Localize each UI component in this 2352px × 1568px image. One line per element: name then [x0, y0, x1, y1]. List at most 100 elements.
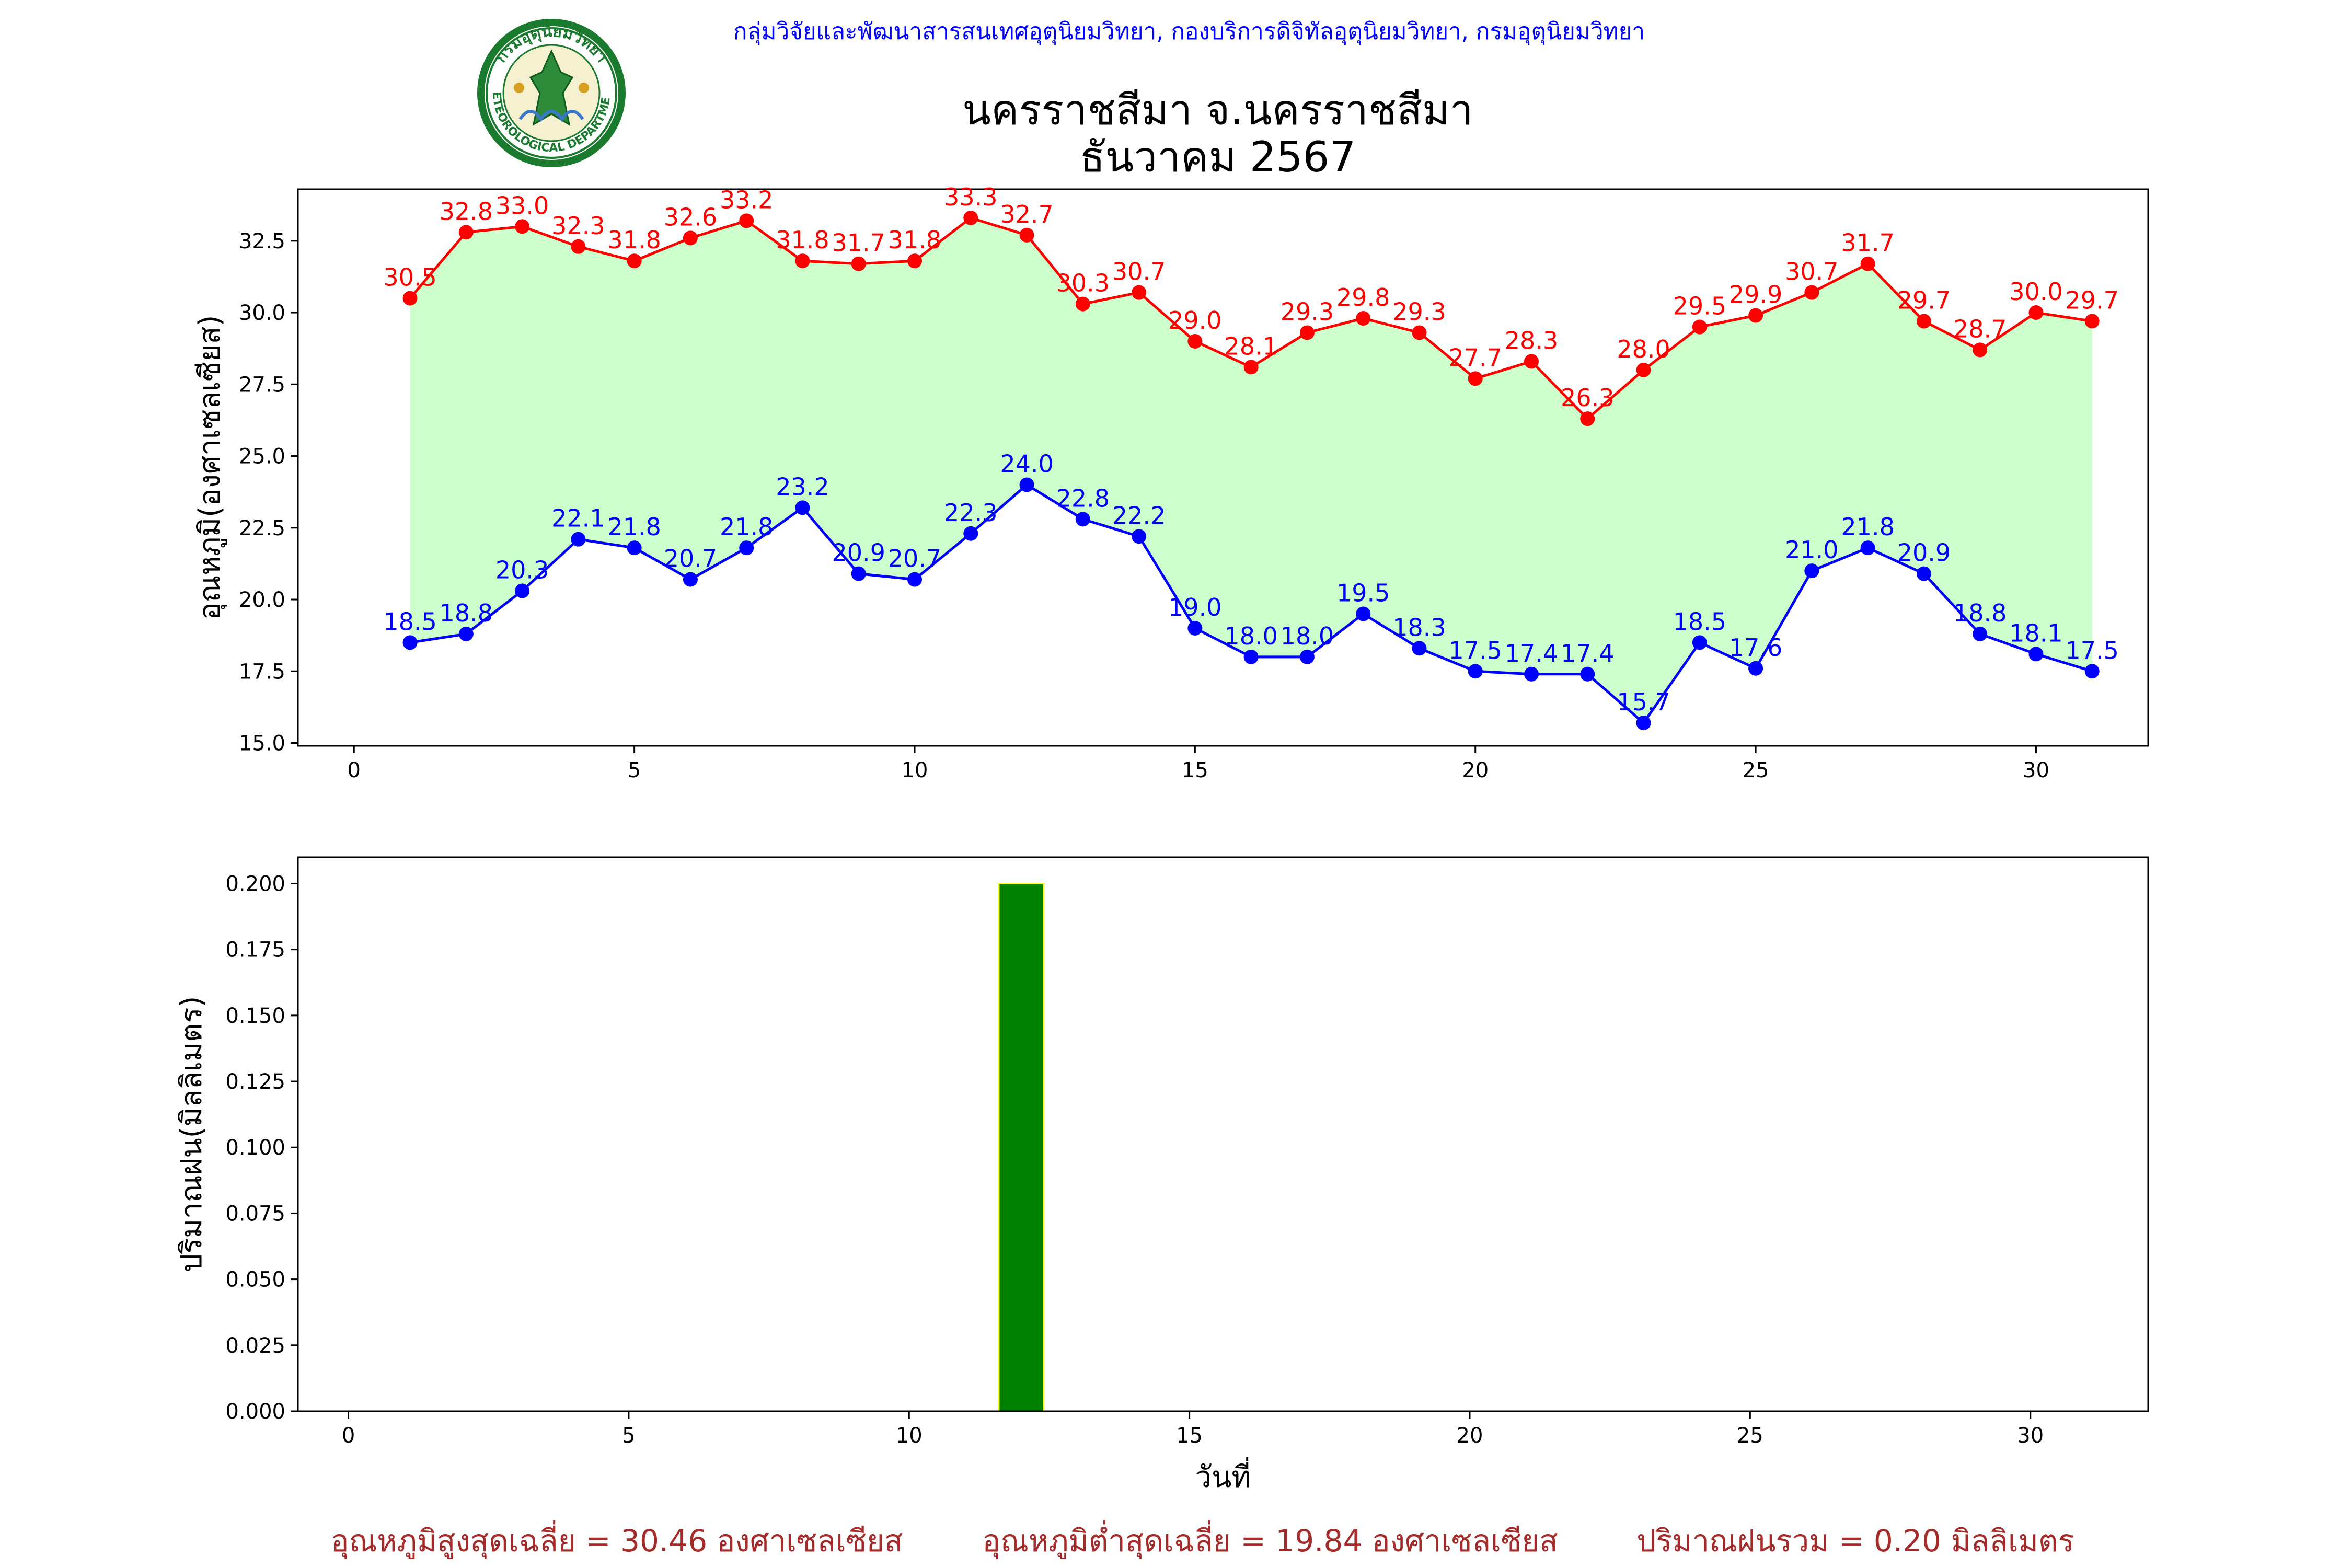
max-temperature-point — [1075, 296, 1090, 312]
min-temperature-point — [1804, 563, 1819, 579]
min-temperature-label: 19.0 — [1168, 593, 1221, 621]
summary-avg-min: อุณหภูมิต่ำสุดเฉลี่ย = 19.84 องศาเซลเซีย… — [982, 1520, 1558, 1560]
min-temperature-label: 23.2 — [776, 472, 829, 501]
min-temperature-label: 21.8 — [1841, 513, 1894, 541]
rainfall-axis-label: ปริมาณฝน(มิลลิเมตร) — [175, 996, 209, 1273]
max-temperature-point — [1299, 325, 1315, 340]
min-temperature-point — [1187, 620, 1203, 636]
min-temperature-label: 18.0 — [1224, 622, 1277, 650]
x-tick-label: 0 — [342, 1424, 355, 1448]
max-temperature-point — [851, 256, 866, 271]
max-temperature-label: 26.3 — [1561, 384, 1614, 412]
max-temperature-label: 29.8 — [1336, 283, 1390, 312]
min-temperature-label: 17.4 — [1561, 639, 1614, 667]
y-tick-label: 0.000 — [225, 1400, 285, 1424]
min-temperature-label: 20.3 — [495, 556, 549, 584]
max-temperature-point — [1973, 342, 1988, 358]
min-temperature-point — [1580, 666, 1595, 682]
min-temperature-label: 20.9 — [832, 539, 885, 567]
temperature-chart: 0 5 10 15 20 25 30 15.0 17.5 20.0 22.5 25.0 27.5 30.0… — [193, 183, 2149, 782]
x-tick-label: 10 — [896, 1424, 923, 1448]
max-temperature-label: 33.0 — [495, 191, 549, 220]
min-temperature-point — [1132, 529, 1147, 544]
max-temperature-point — [458, 225, 474, 240]
temperature-axis-label: อุณหภูมิ(องศาเซลเซียส) — [193, 315, 227, 620]
y-tick-label: 30.0 — [239, 301, 285, 325]
y-tick-label: 0.200 — [225, 872, 285, 896]
max-temperature-label: 27.7 — [1449, 343, 1502, 372]
min-temperature-point — [907, 572, 922, 587]
x-tick-label: 20 — [1462, 758, 1489, 782]
y-tick-label: 0.175 — [225, 938, 285, 962]
max-temperature-label: 30.3 — [1056, 269, 1110, 297]
temperature-range-fill — [410, 217, 2092, 723]
y-tick-label: 0.100 — [225, 1136, 285, 1160]
x-tick-label: 10 — [902, 758, 928, 782]
x-tick-label: 15 — [1182, 758, 1208, 782]
min-temperature-label: 24.0 — [1000, 449, 1053, 478]
temperature-plot-frame — [297, 188, 2149, 747]
x-tick-label: 15 — [1176, 1424, 1203, 1448]
min-temperature-point — [571, 532, 586, 547]
department-logo: กรมอุตุนิยมวิทยา METEOROLOGICAL DEPARTME… — [477, 19, 626, 167]
max-temperature-label: 33.2 — [720, 186, 773, 214]
min-temperature-point — [1299, 649, 1315, 664]
min-temperature-point — [402, 635, 418, 650]
min-temperature-point — [1468, 664, 1483, 679]
max-temperature-point — [739, 213, 754, 228]
min-temperature-label: 20.7 — [888, 545, 941, 573]
min-temperature-label: 20.7 — [664, 545, 717, 573]
min-temperature-point — [683, 572, 698, 587]
y-tick-label: 20.0 — [239, 588, 285, 612]
chart-title-station: นครราชสีมา จ.นครราชสีมา — [962, 86, 1473, 134]
min-temperature-label: 18.8 — [1953, 599, 2007, 627]
x-tick-label: 25 — [1743, 758, 1769, 782]
deity-icon — [529, 49, 574, 126]
y-tick-label: 27.5 — [239, 373, 285, 397]
min-temperature-point — [1524, 666, 1539, 682]
min-temperature-point — [1075, 512, 1090, 527]
max-temperature-point — [1748, 308, 1763, 323]
max-temperature-label: 31.8 — [776, 226, 829, 254]
chart-title-month: ธันวาคม 2567 — [1080, 133, 1356, 181]
rainfall-chart: 0 5 10 15 20 25 30 0.000 0.025 0.050 0.075 0.100 0.1… — [175, 856, 2149, 1494]
min-temperature-label: 21.8 — [607, 513, 661, 541]
min-temperature-point — [1636, 716, 1651, 731]
max-temperature-point — [2084, 314, 2100, 329]
min-temperature-label: 22.3 — [944, 499, 997, 527]
min-temperature-label: 18.1 — [2009, 619, 2062, 647]
min-temperature-point — [515, 583, 530, 598]
y-tick-label: 22.5 — [239, 516, 285, 540]
max-temperature-label: 32.3 — [551, 212, 605, 240]
summary-avg-max: อุณหภูมิสูงสุดเฉลี่ย = 30.46 องศาเซลเซีย… — [331, 1520, 903, 1560]
max-temperature-label: 32.8 — [440, 197, 493, 225]
max-temperature-label: 33.3 — [944, 183, 997, 211]
max-temperature-label: 28.0 — [1617, 335, 1670, 363]
max-temperature-point — [1243, 360, 1259, 375]
max-temperature-label: 30.0 — [2009, 278, 2062, 306]
x-tick-label: 30 — [2017, 1424, 2044, 1448]
y-tick-label: 17.5 — [239, 660, 285, 684]
max-temperature-point — [1916, 314, 1931, 329]
org-line: กลุ่มวิจัยและพัฒนาสารสนเทศอุตุนิยมวิทยา,… — [733, 18, 1645, 45]
min-temperature-point — [1356, 606, 1371, 621]
x-tick-label: 20 — [1457, 1424, 1483, 1448]
x-tick-label: 25 — [1737, 1424, 1763, 1448]
y-tick-label: 0.150 — [225, 1004, 285, 1028]
max-temperature-label: 29.9 — [1729, 281, 1782, 309]
y-tick-label: 0.025 — [225, 1334, 285, 1358]
min-temperature-point — [458, 626, 474, 641]
max-temperature-label: 29.5 — [1673, 292, 1726, 320]
max-temperature-point — [1187, 333, 1203, 349]
y-tick-label: 15.0 — [239, 732, 285, 756]
max-temperature-label: 31.7 — [1841, 229, 1894, 257]
max-temperature-point — [1019, 227, 1034, 243]
max-temperature-label: 30.7 — [1112, 258, 1166, 286]
max-temperature-point — [795, 253, 810, 269]
day-axis-label: วันที่ — [1195, 1457, 1251, 1494]
min-temperature-point — [739, 540, 754, 556]
max-temperature-point — [1804, 285, 1819, 300]
max-temperature-point — [1412, 325, 1427, 340]
min-temperature-label: 22.8 — [1056, 484, 1110, 512]
